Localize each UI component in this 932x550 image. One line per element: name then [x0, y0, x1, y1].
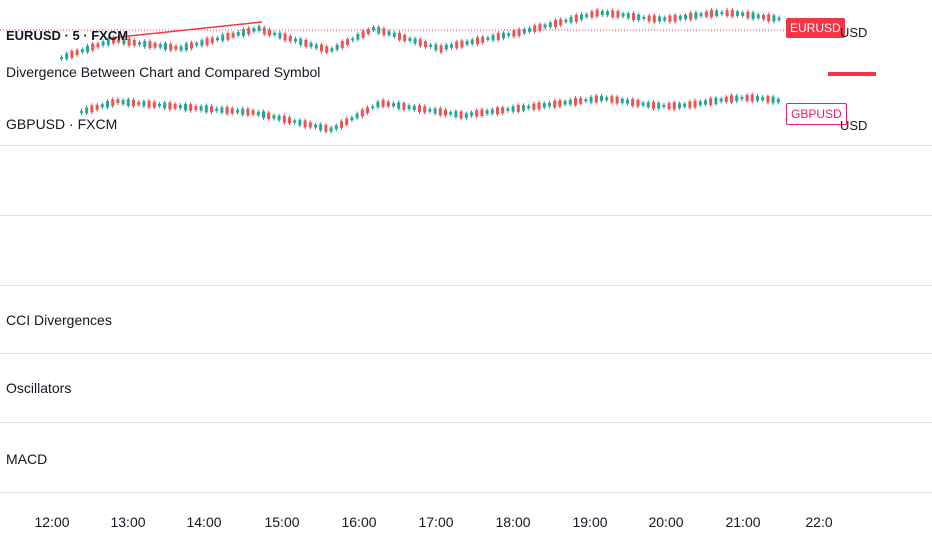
time-tick: 22:0 — [805, 514, 833, 530]
time-tick: 14:00 — [186, 514, 222, 530]
empty-pane[interactable] — [0, 146, 932, 216]
main-chart-pane[interactable]: EURUSD · 5 · FXCM Divergence Between Cha… — [0, 0, 932, 146]
time-tick: 19:00 — [572, 514, 608, 530]
indicator-title[interactable]: Divergence Between Chart and Compared Sy… — [6, 64, 321, 80]
time-tick: 18:00 — [495, 514, 531, 530]
blank-pane[interactable] — [0, 216, 932, 286]
time-tick: 21:00 — [725, 514, 761, 530]
macd-title[interactable]: MACD — [6, 451, 48, 467]
time-tick: 17:00 — [418, 514, 454, 530]
compare-symbol-legend[interactable]: GBPUSD · FXCM — [6, 116, 118, 132]
time-tick: 16:00 — [341, 514, 377, 530]
macd-pane[interactable]: MACD — [0, 423, 932, 493]
oscillators-pane[interactable]: Oscillators — [0, 354, 932, 423]
time-tick: 20:00 — [648, 514, 684, 530]
cci-divergences-pane[interactable]: CCI Divergences — [0, 286, 932, 354]
cci-divergences-title[interactable]: CCI Divergences — [6, 312, 112, 328]
price-marker — [828, 72, 876, 76]
divergence-line — [109, 21, 263, 39]
main-chart-canvas[interactable] — [0, 0, 932, 146]
oscillators-title[interactable]: Oscillators — [6, 380, 72, 396]
currency-label-eur[interactable]: USD — [840, 25, 868, 40]
currency-label-gbp[interactable]: USD — [840, 118, 868, 133]
eurusd-price-tag: EURUSD — [786, 18, 845, 38]
time-axis[interactable]: 12:00 13:00 14:00 15:00 16:00 17:00 18:00 19:00… — [0, 500, 932, 550]
time-tick: 15:00 — [264, 514, 300, 530]
time-tick: 12:00 — [34, 514, 70, 530]
gbpusd-price-tag: GBPUSD — [786, 103, 847, 125]
symbol-legend[interactable]: EURUSD · 5 · FXCM — [6, 28, 129, 43]
time-tick: 13:00 — [110, 514, 146, 530]
